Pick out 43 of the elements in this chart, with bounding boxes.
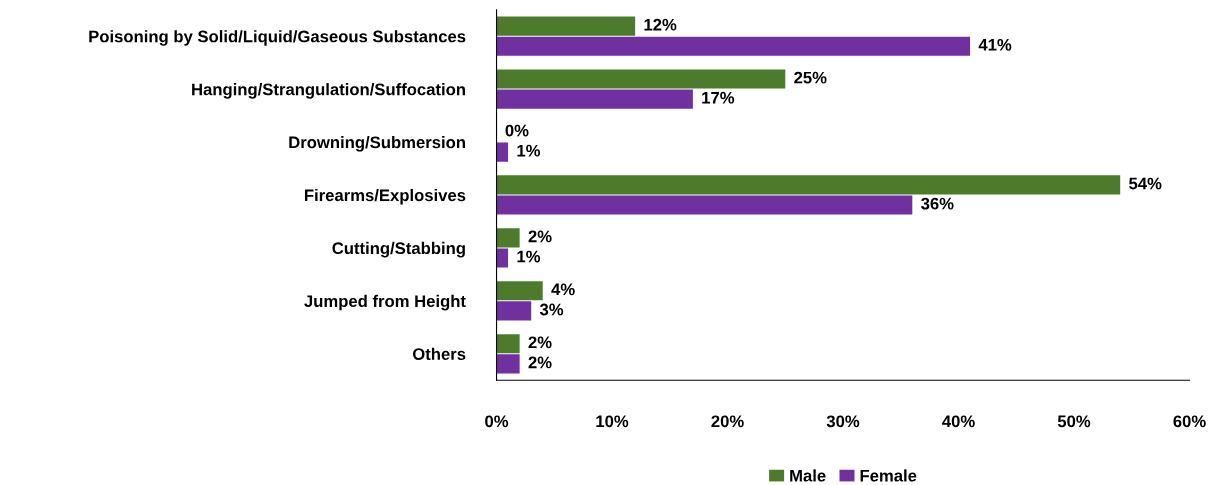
bar (496, 195, 913, 215)
data-label: 2% (528, 230, 552, 243)
bar (496, 142, 509, 162)
bar (496, 228, 520, 248)
x-tick-label: 60% (1173, 415, 1206, 428)
data-label: 12% (644, 18, 677, 31)
bar (496, 69, 786, 89)
data-label: 3% (539, 303, 564, 316)
y-tick-label: Firearms/Explosives (304, 188, 466, 205)
legend-label: Female (860, 469, 917, 482)
data-label: 41% (978, 38, 1012, 51)
bar (496, 281, 543, 301)
bar (496, 89, 693, 109)
x-tick-label: 20% (711, 415, 744, 428)
bar (496, 354, 520, 374)
y-tick-label: Hanging/Strangulation/Suffocation (192, 83, 465, 99)
y-tick-label: Jumped from Height (304, 294, 466, 311)
bar (496, 36, 971, 56)
y-tick-label: Cutting/Stabbing (332, 241, 465, 258)
x-tick-label: 50% (1057, 415, 1091, 428)
bar (496, 16, 636, 36)
y-tick-label: Drowning/Submersion (289, 136, 465, 152)
data-label: 1% (517, 144, 541, 157)
legend-label: Male (790, 469, 826, 482)
bar (496, 175, 1121, 195)
data-label: 2% (528, 356, 552, 369)
data-label: 25% (794, 71, 827, 84)
data-label: 54% (1129, 177, 1162, 190)
data-label: 36% (921, 197, 954, 210)
data-label: 17% (702, 91, 735, 104)
x-tick-label: 0% (485, 415, 509, 428)
x-tick-label: 10% (596, 415, 629, 428)
y-tick-label: Others (412, 347, 466, 360)
y-tick-label: Poisoning by Solid/Liquid/Gaseous Substances (89, 30, 466, 46)
bar (496, 248, 509, 268)
data-label: 0% (505, 124, 529, 137)
bar (496, 301, 532, 321)
x-tick-label: 40% (942, 415, 975, 428)
data-label: 4% (551, 283, 575, 296)
bar (496, 334, 520, 354)
data-label: 2% (528, 336, 552, 349)
data-label: 1% (517, 250, 541, 263)
x-tick-label: 30% (826, 415, 860, 428)
